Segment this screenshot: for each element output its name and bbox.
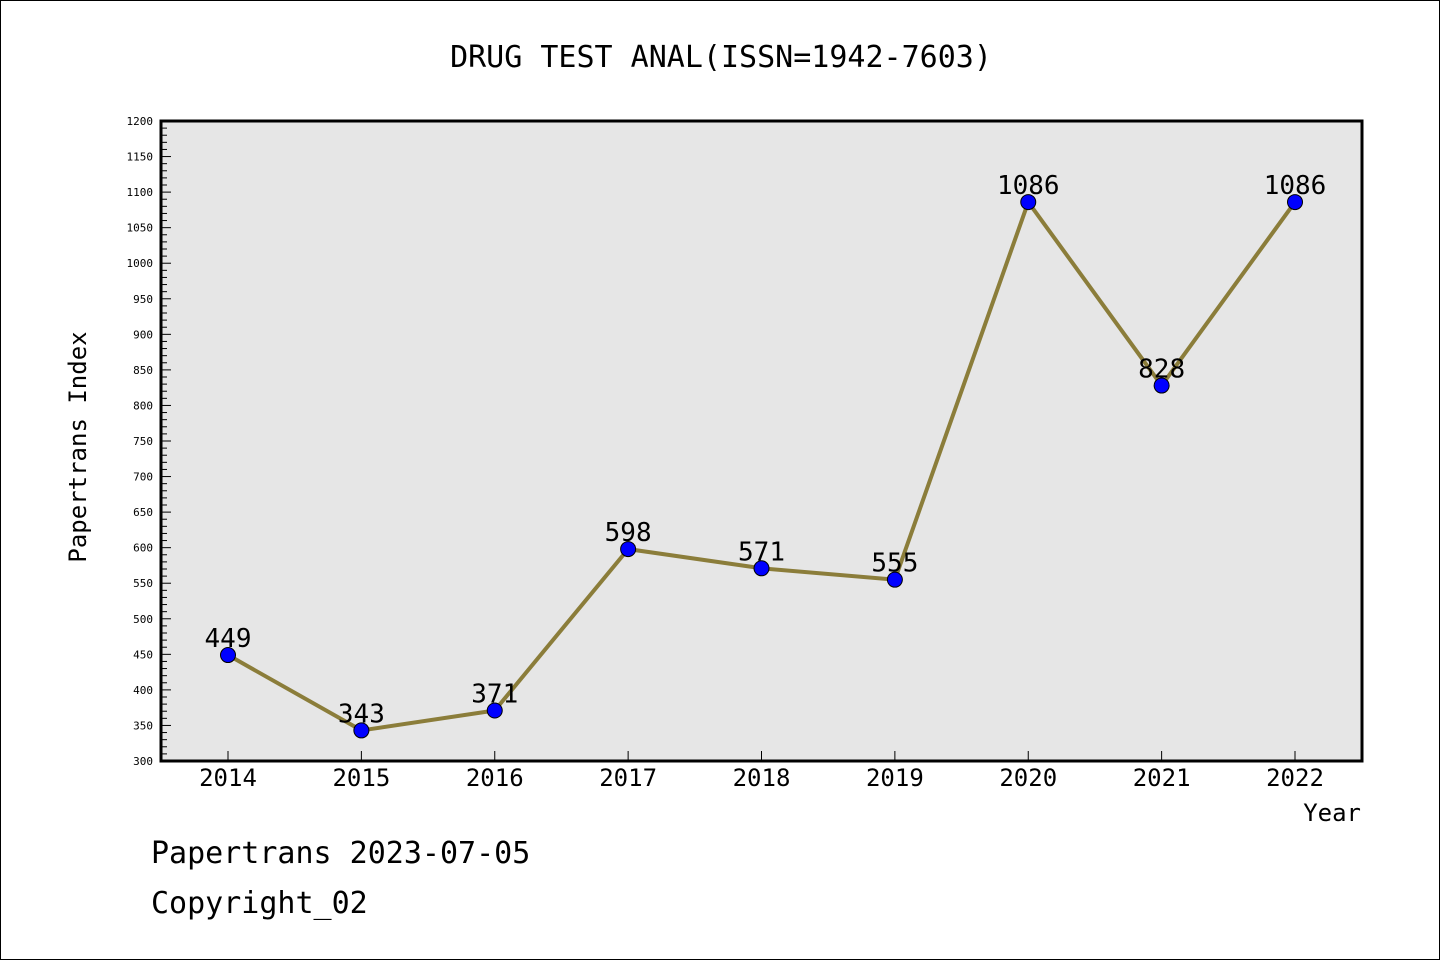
- y-tick-label: 400: [133, 684, 153, 697]
- x-tick-label: 2018: [733, 764, 791, 792]
- y-tick-label: 1200: [127, 115, 154, 128]
- y-tick-label: 650: [133, 506, 153, 519]
- y-axis-label: Papertrans Index: [64, 331, 92, 562]
- data-label: 571: [738, 537, 785, 567]
- series-markers: [220, 194, 1303, 739]
- data-point: [1287, 194, 1303, 211]
- data-point: [753, 560, 770, 577]
- x-tick-label: 2020: [999, 764, 1057, 792]
- x-tick-label: 2021: [1133, 764, 1191, 792]
- data-label: 828: [1138, 355, 1185, 385]
- data-label: 449: [205, 624, 252, 654]
- data-label: 371: [471, 680, 518, 710]
- plot-area: [159, 119, 1364, 763]
- y-tick-label: 900: [133, 328, 153, 341]
- x-axis-label: Year: [1303, 799, 1361, 827]
- data-point: [1153, 377, 1170, 394]
- data-point: [486, 702, 503, 719]
- x-axis: 2014 2015 2016 2017 2018 2019 2020 2021 2022: [199, 751, 1324, 792]
- y-tick-label: 600: [133, 542, 153, 555]
- data-labels: 449 343 371 598 571 555 1086 828 1086: [205, 171, 1327, 729]
- data-label: 1086: [997, 171, 1060, 201]
- y-tick-label: 300: [133, 755, 153, 768]
- y-axis: 300 350 400 450 500 550 600 650 700 750 800 850 900 9…: [127, 115, 171, 768]
- x-tick-label: 2022: [1266, 764, 1324, 792]
- x-tick-label: 2017: [599, 764, 657, 792]
- y-tick-label: 800: [133, 399, 153, 412]
- x-tick-label: 2019: [866, 764, 924, 792]
- footer-copyright: Copyright_02: [151, 886, 368, 921]
- data-label: 1086: [1264, 171, 1327, 201]
- data-point: [220, 647, 236, 664]
- data-point: [886, 571, 903, 588]
- y-tick-label: 550: [133, 577, 153, 590]
- y-tick-label: 950: [133, 293, 153, 306]
- x-tick-label: 2015: [332, 764, 390, 792]
- y-tick-label: 700: [133, 471, 153, 484]
- data-point: [620, 541, 637, 558]
- y-tick-label: 450: [133, 648, 153, 661]
- y-tick-label: 1050: [127, 222, 154, 235]
- x-tick-label: 2014: [199, 764, 257, 792]
- y-tick-label: 850: [133, 364, 153, 377]
- footer-date: Papertrans 2023-07-05: [151, 836, 531, 871]
- data-label: 598: [605, 518, 652, 548]
- data-point: [353, 722, 370, 739]
- data-point: [1020, 194, 1037, 211]
- data-label: 343: [338, 699, 385, 729]
- data-label: 555: [871, 549, 918, 579]
- y-tick-label: 1000: [127, 257, 154, 270]
- y-tick-label: 750: [133, 435, 153, 448]
- y-tick-label: 350: [133, 719, 153, 732]
- y-tick-label: 1150: [127, 151, 154, 164]
- chart-title: DRUG TEST ANAL(ISSN=1942-7603): [450, 40, 992, 75]
- y-tick-label: 1100: [127, 186, 154, 199]
- y-tick-label: 500: [133, 613, 153, 626]
- x-tick-label: 2016: [466, 764, 524, 792]
